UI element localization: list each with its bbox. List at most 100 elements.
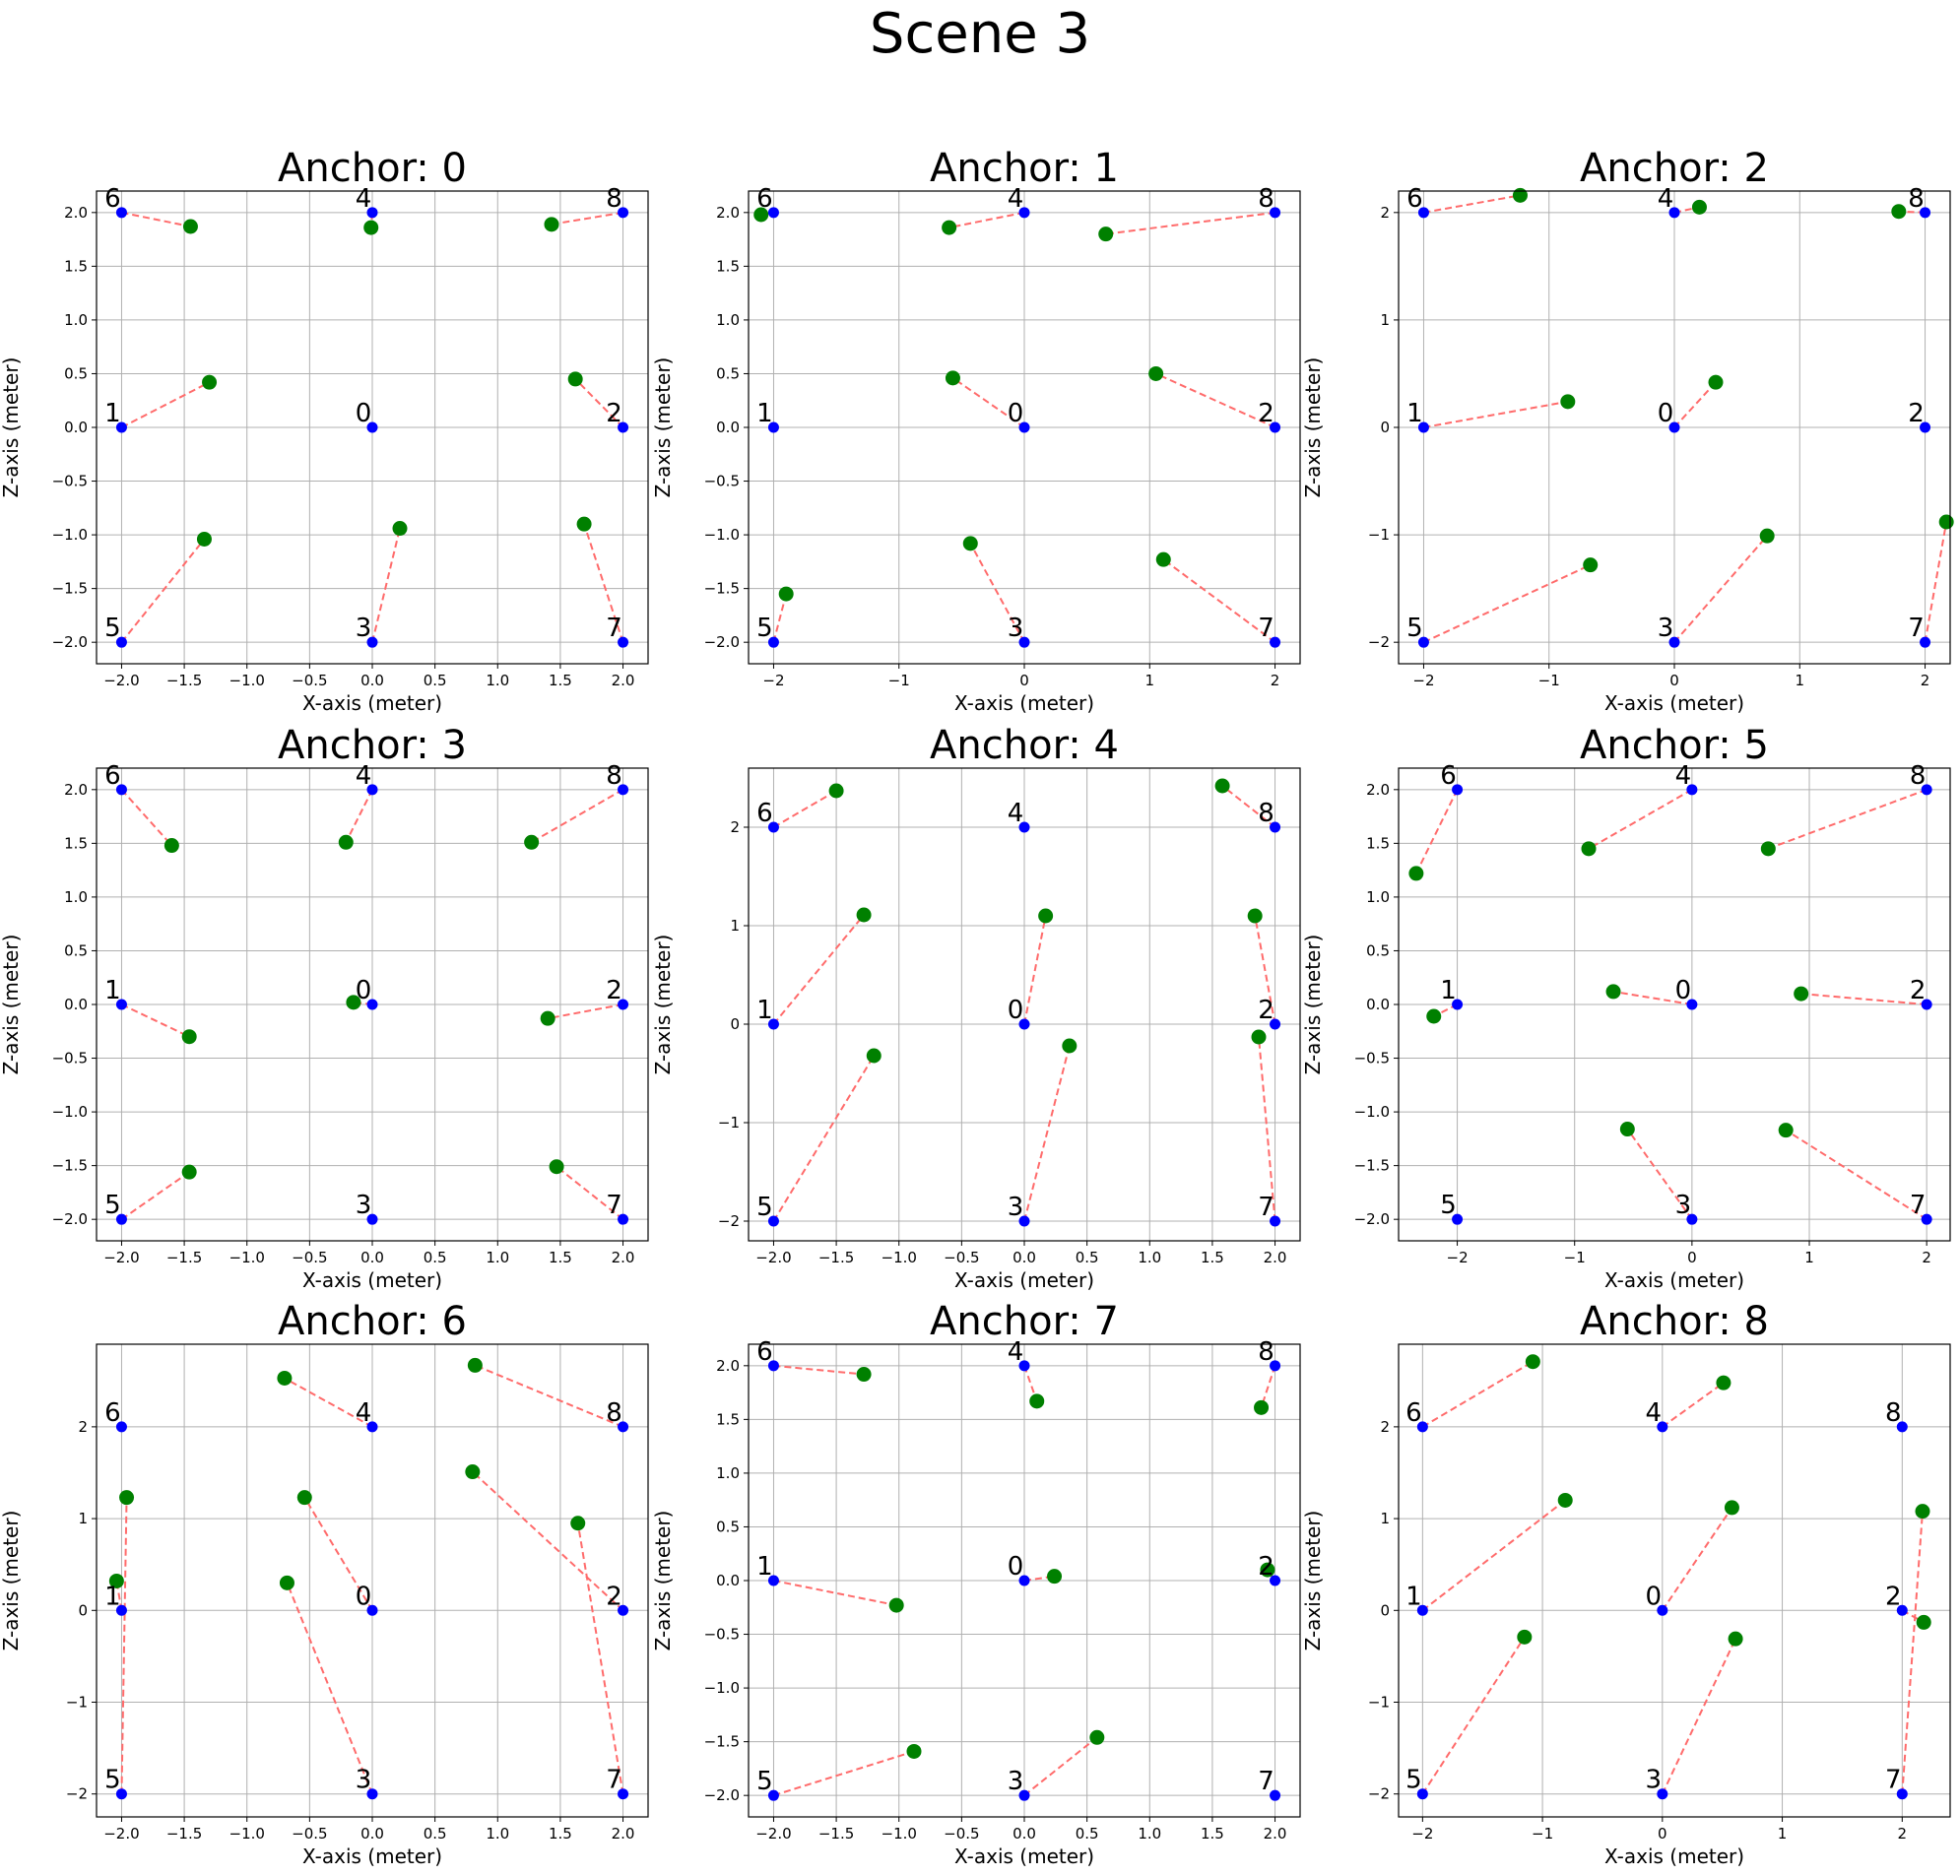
y-tick-label: 1.0 (716, 1464, 740, 1482)
error-line-0 (303, 1497, 373, 1611)
anchor-point-3 (366, 1788, 378, 1800)
error-line-1 (773, 1580, 897, 1607)
anchor-point-8 (1920, 207, 1931, 219)
anchor-point-4 (1657, 1421, 1668, 1433)
y-tick-label: 2.0 (1366, 781, 1390, 799)
anchor-point-6 (767, 1360, 779, 1372)
error-line-5 (1421, 1636, 1526, 1795)
measured-point-4 (1716, 1375, 1731, 1391)
y-tick-label: 0.0 (1366, 996, 1390, 1013)
anchor-point-4 (1018, 207, 1030, 219)
y-tick-label: −1.5 (704, 1733, 740, 1751)
anchor-point-2 (1270, 421, 1281, 433)
anchor-point-1 (115, 421, 127, 433)
measured-point-7 (576, 516, 592, 532)
measured-point-2 (1247, 908, 1263, 924)
y-tick-label: 0.0 (716, 419, 740, 436)
x-tick-label: 1.5 (1201, 1825, 1224, 1843)
anchor-label-3: 3 (1008, 1193, 1024, 1222)
anchor-point-6 (1416, 1421, 1428, 1433)
anchor-point-7 (1270, 1215, 1281, 1227)
anchor-label-8: 8 (1258, 184, 1274, 214)
measured-point-2 (1260, 1562, 1275, 1578)
measured-point-7 (1251, 1029, 1267, 1045)
x-axis-label: X-axis (meter) (1604, 1844, 1744, 1868)
anchor-label-3: 3 (356, 1191, 372, 1220)
measured-point-5 (196, 531, 212, 547)
error-line-4 (1023, 1365, 1038, 1402)
x-tick-label: 2 (1921, 672, 1930, 689)
x-tick-label: 0.0 (1013, 1249, 1036, 1266)
measured-point-2 (465, 1464, 481, 1480)
anchor-point-6 (767, 207, 779, 219)
error-line-8 (1767, 788, 1927, 850)
x-tick-label: −0.5 (944, 1249, 979, 1266)
anchor-label-6: 6 (1406, 184, 1423, 214)
error-line-3 (1023, 1736, 1098, 1796)
anchor-point-1 (1452, 999, 1464, 1010)
error-line-8 (1221, 785, 1276, 828)
error-line-5 (120, 1171, 190, 1221)
x-tick-label: −1.5 (166, 1825, 202, 1843)
anchor-label-8: 8 (1258, 1337, 1274, 1367)
y-tick-label: −0.5 (704, 473, 740, 490)
plot-frame (96, 190, 649, 665)
anchor-point-4 (1668, 207, 1680, 219)
measured-point-4 (1029, 1393, 1045, 1409)
x-tick-label: 1.0 (486, 1825, 509, 1843)
measured-point-2 (1794, 986, 1809, 1002)
measured-point-1 (1426, 1008, 1442, 1024)
x-tick-label: 1.0 (486, 672, 509, 689)
error-line-4 (284, 1377, 373, 1428)
anchor-point-2 (1270, 1018, 1281, 1030)
anchor-point-4 (366, 207, 378, 219)
anchor-point-3 (366, 636, 378, 648)
anchor-label-7: 7 (606, 1191, 622, 1220)
measured-point-8 (524, 834, 540, 850)
x-tick-label: 0 (1669, 672, 1679, 689)
anchor-point-6 (1417, 207, 1429, 219)
error-line-6 (1421, 1360, 1534, 1428)
anchor-label-1: 1 (756, 996, 773, 1025)
anchor-point-8 (1921, 784, 1932, 796)
measured-point-0 (1708, 374, 1724, 390)
measured-point-0 (945, 370, 960, 386)
anchor-label-7: 7 (1258, 1193, 1274, 1222)
measured-point-1 (1557, 1492, 1573, 1508)
anchor-point-8 (618, 784, 629, 796)
measured-point-8 (1214, 778, 1230, 794)
x-tick-label: 0.0 (1013, 1825, 1036, 1843)
y-tick-label: −2 (1368, 633, 1390, 651)
measured-point-5 (866, 1048, 882, 1064)
measured-point-7 (1155, 551, 1171, 567)
error-line-3 (371, 528, 401, 643)
anchor-point-3 (366, 1213, 378, 1225)
y-tick-label: 0.5 (64, 364, 88, 382)
y-tick-label: 0 (78, 1601, 88, 1619)
x-tick-label: −2 (1447, 1249, 1469, 1266)
error-line-5 (1423, 563, 1592, 644)
measured-point-6 (828, 783, 844, 799)
y-tick-label: −1 (1368, 526, 1390, 544)
x-tick-label: −1.5 (818, 1249, 854, 1266)
x-tick-label: 2.0 (612, 1249, 635, 1266)
subplot-anchor-4: −2.0 −1.5 −1.0 −0.5 0.0 0.5 1.0 1.5 2.0−2−101201… (651, 723, 1301, 1292)
error-line-2 (547, 1003, 623, 1020)
subplot-title: Anchor: 7 (930, 1299, 1119, 1344)
anchor-point-8 (1270, 821, 1281, 833)
anchor-point-0 (1018, 1575, 1030, 1586)
error-line-0 (1612, 990, 1693, 1005)
anchor-label-7: 7 (606, 614, 622, 643)
x-tick-label: 0.5 (424, 1825, 447, 1843)
measured-point-3 (1089, 1729, 1105, 1745)
y-tick-label: −2.0 (704, 1786, 740, 1804)
y-tick-label: 0.5 (1366, 941, 1390, 959)
anchor-label-7: 7 (1910, 1191, 1927, 1220)
y-tick-label: −0.5 (52, 473, 88, 490)
anchor-label-3: 3 (356, 1766, 372, 1795)
measured-point-8 (1760, 841, 1776, 857)
x-tick-label: 0 (1019, 672, 1029, 689)
y-tick-label: 1.0 (64, 311, 88, 329)
